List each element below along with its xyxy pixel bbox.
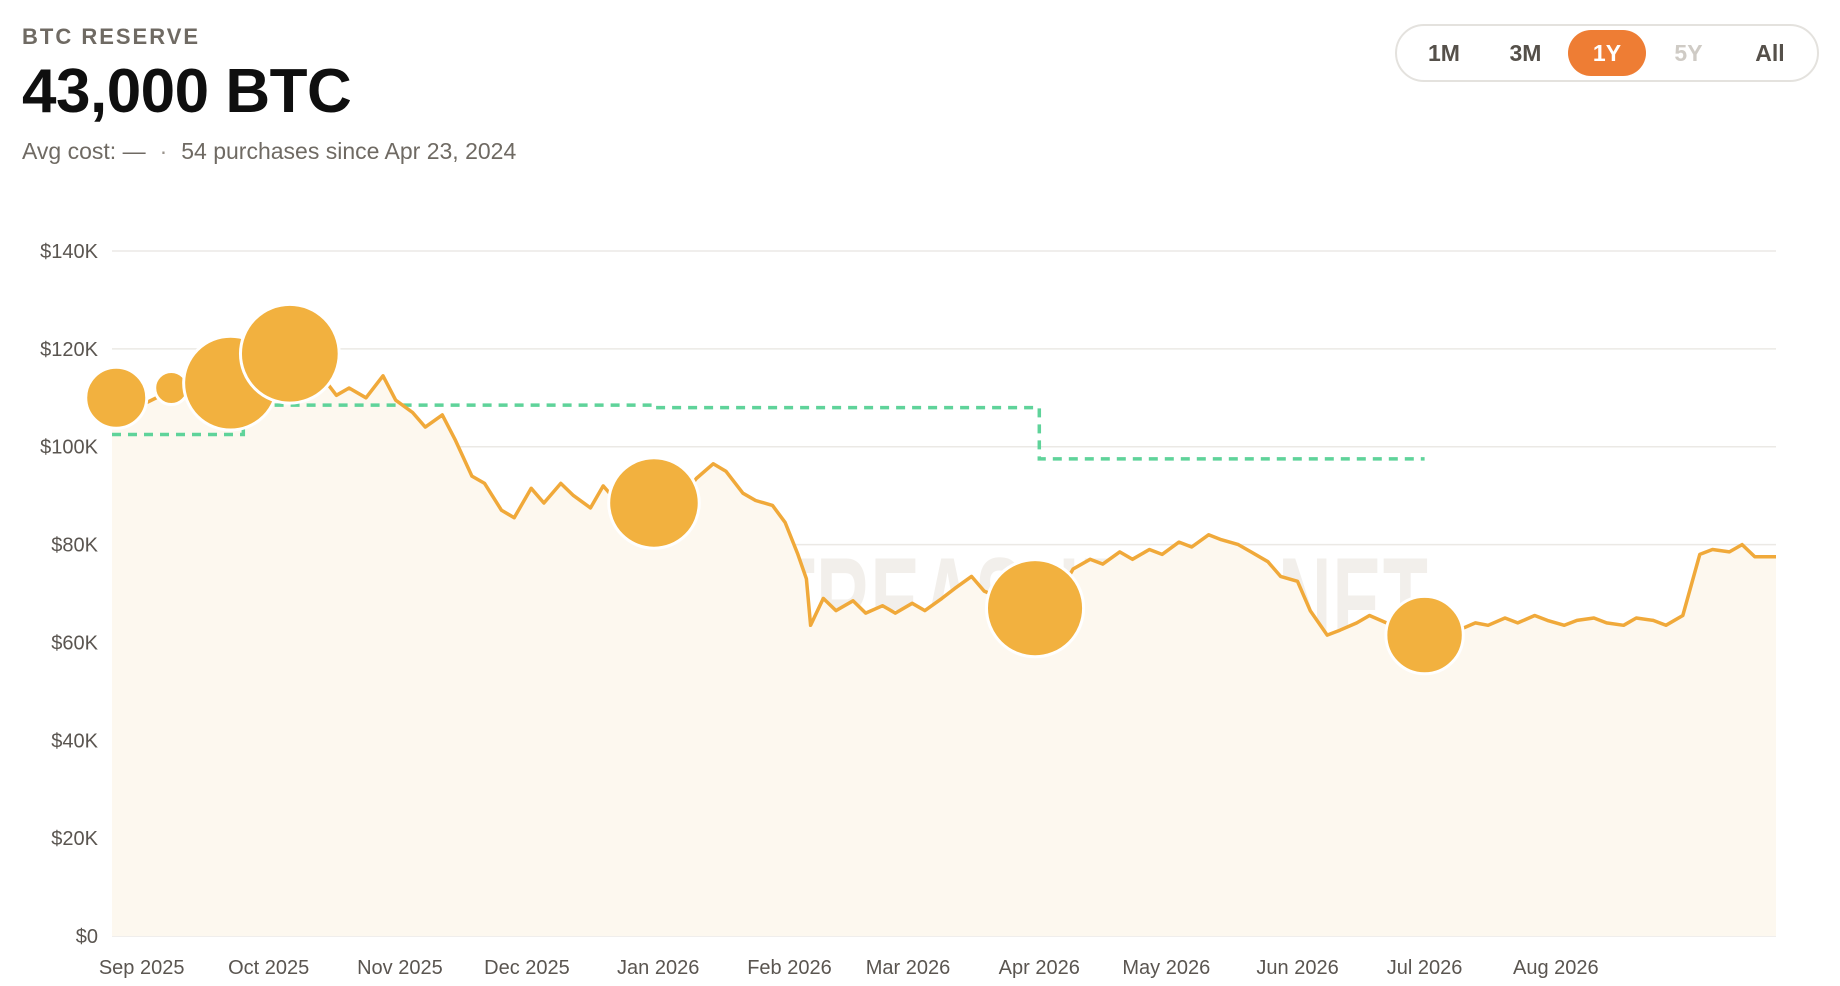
- x-tick-label-3: Dec 2025: [484, 957, 570, 979]
- y-tick-label-7: $140K: [40, 241, 98, 263]
- y-axis: $0 $20K $40K $60K $80K $100K $120K $140K: [40, 241, 98, 948]
- price-area: [112, 326, 1776, 936]
- reserve-total: 43,000 BTC: [22, 57, 352, 126]
- price-line: [111, 325, 1776, 637]
- x-tick-label-6: Mar 2026: [866, 957, 951, 979]
- y-tick-label-6: $120K: [40, 339, 98, 361]
- y-tick-label-1: $20K: [51, 828, 98, 850]
- reserve-eyebrow: BTC RESERVE: [22, 24, 201, 49]
- purchase-bubble-4: [607, 456, 701, 550]
- x-tick-label-2: Nov 2025: [357, 957, 443, 979]
- separator-dot: ·: [159, 138, 168, 165]
- purchase-bubble-5: [984, 558, 1086, 659]
- purchase-bubbles: [84, 302, 1465, 676]
- range-all-button[interactable]: All: [1731, 30, 1809, 76]
- range-3m-button[interactable]: 3M: [1487, 30, 1565, 76]
- y-tick-label-3: $60K: [51, 632, 98, 654]
- price-line-layer: [111, 325, 1776, 637]
- purchase-bubble-6: [1384, 594, 1465, 676]
- purchase-bubble-3: [238, 302, 341, 405]
- x-tick-label-10: Jul 2026: [1387, 957, 1463, 979]
- x-tick-label-1: Oct 2025: [228, 957, 309, 979]
- reserve-subline: Avg cost: — · 54 purchases since Apr 23,…: [22, 138, 516, 165]
- x-tick-label-4: Jan 2026: [617, 957, 699, 979]
- x-tick-label-0: Sep 2025: [99, 957, 185, 979]
- price-area-fill: [112, 326, 1776, 936]
- x-axis: Sep 2025 Oct 2025 Nov 2025 Dec 2025 Jan 2026…: [99, 957, 1599, 979]
- time-range-toggle: 1M 3M 1Y 5Y All: [1395, 24, 1819, 82]
- x-tick-label-11: Aug 2026: [1513, 957, 1599, 979]
- x-tick-label-9: Jun 2026: [1256, 957, 1338, 979]
- x-tick-label-8: May 2026: [1122, 957, 1210, 979]
- range-5y-button: 5Y: [1650, 30, 1728, 76]
- y-tick-label-2: $40K: [51, 730, 98, 752]
- range-1y-button[interactable]: 1Y: [1568, 30, 1646, 76]
- avg-cost-text: Avg cost: —: [22, 138, 146, 165]
- y-tick-label-4: $80K: [51, 535, 98, 557]
- chart-header: BTC RESERVE 43,000 BTC Avg cost: — · 54 …: [22, 24, 516, 165]
- x-tick-label-7: Apr 2026: [999, 957, 1080, 979]
- purchase-bubble-0: [84, 365, 149, 430]
- x-tick-label-5: Feb 2026: [747, 957, 832, 979]
- y-tick-label-0: $0: [76, 926, 98, 948]
- range-1m-button[interactable]: 1M: [1405, 30, 1483, 76]
- purchase-count-text: 54 purchases since Apr 23, 2024: [181, 138, 517, 165]
- y-tick-label-5: $100K: [40, 437, 98, 459]
